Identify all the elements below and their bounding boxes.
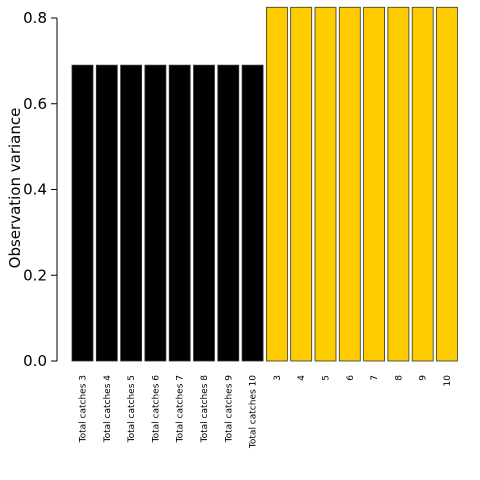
category-label-6: Total catches 8 <box>200 375 210 444</box>
bar-5 <box>168 64 191 362</box>
y-tick-label-0: 0.0 <box>23 352 47 370</box>
bar-8 <box>241 64 264 362</box>
bar-9 <box>265 6 288 362</box>
category-label-12: 6 <box>346 375 356 381</box>
bar-3 <box>120 64 142 362</box>
category-labels: Total catches 3 Total catches 4 Total catc… <box>79 375 454 449</box>
bar-14 <box>387 6 410 362</box>
y-axis-title: Observation variance <box>6 108 24 269</box>
y-tick-label-2: 0.4 <box>23 181 47 199</box>
y-axis: 0.0 0.2 0.4 0.6 0.8 <box>23 9 58 370</box>
bar-13 <box>363 6 386 362</box>
category-label-5: Total catches 7 <box>176 375 186 443</box>
category-label-13: 7 <box>370 375 380 381</box>
bar-10 <box>290 6 313 362</box>
bar-11 <box>314 6 337 362</box>
y-tick-label-4: 0.8 <box>23 9 47 27</box>
category-label-14: 8 <box>394 375 404 381</box>
y-tick-label-3: 0.6 <box>23 95 47 113</box>
category-label-7: Total catches 9 <box>224 375 234 444</box>
category-label-1: Total catches 3 <box>79 375 89 443</box>
bars-layer <box>71 6 458 362</box>
bar-4 <box>144 64 167 362</box>
bar-12 <box>338 6 361 362</box>
bar-7 <box>217 64 240 362</box>
bar-1 <box>71 64 94 362</box>
category-label-3: Total catches 5 <box>127 375 137 443</box>
category-label-15: 9 <box>419 375 429 381</box>
category-label-4: Total catches 6 <box>151 375 161 444</box>
category-label-11: 5 <box>322 375 332 381</box>
category-label-16: 10 <box>443 375 453 387</box>
bar-6 <box>193 64 215 362</box>
bar-2 <box>95 64 118 362</box>
category-label-10: 4 <box>297 375 307 381</box>
bar-15 <box>411 6 434 362</box>
bar-16 <box>436 6 458 362</box>
category-label-9: 3 <box>273 375 283 381</box>
y-tick-label-1: 0.2 <box>23 266 47 284</box>
category-label-8: Total catches 10 <box>249 375 259 449</box>
category-label-2: Total catches 4 <box>103 375 113 444</box>
